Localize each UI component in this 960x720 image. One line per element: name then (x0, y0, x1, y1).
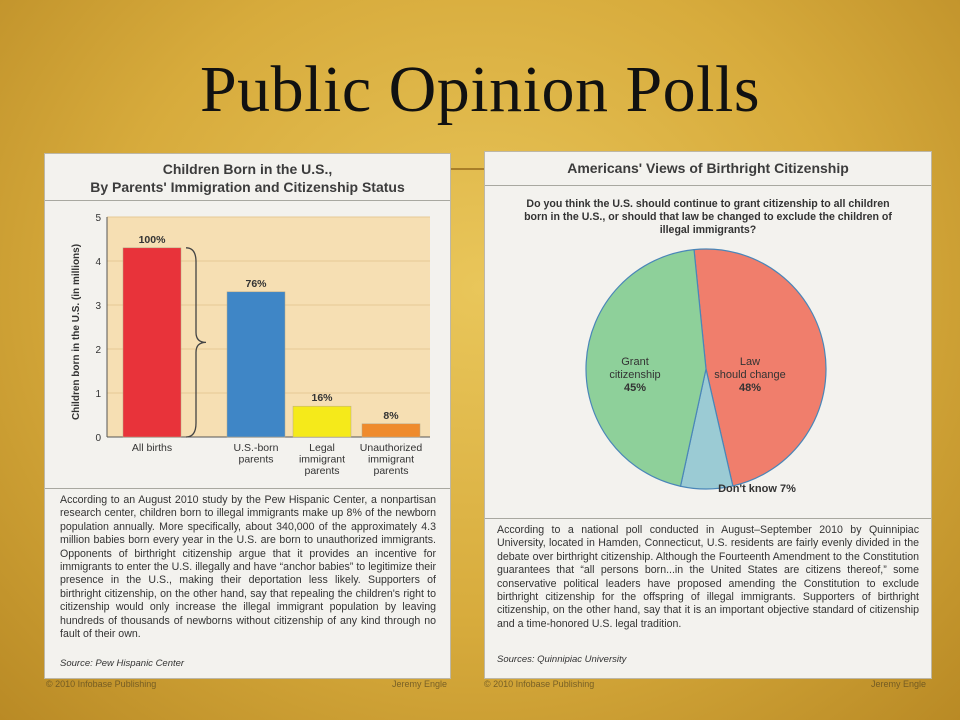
y-tick-label: 2 (95, 345, 101, 356)
pie-slice-label: citizenship (609, 369, 660, 381)
left-footer-author: Jeremy Engle (392, 679, 448, 689)
right-chart-panel: Americans' Views of Birthright Citizensh… (484, 151, 932, 679)
bar-value-label: 100% (139, 234, 167, 246)
title-divider (485, 185, 931, 186)
y-tick-label: 3 (95, 301, 101, 312)
x-tick-label: immigrant (299, 454, 345, 466)
pie-slice-percent: 48% (739, 382, 761, 394)
y-tick-label: 0 (95, 433, 101, 444)
y-tick-label: 4 (95, 257, 101, 268)
left-panel-title-line1: Children Born in the U.S., (162, 161, 333, 177)
bar (361, 423, 421, 438)
pie-slice-label: should change (714, 369, 786, 381)
left-panel-title-line2: By Parents' Immigration and Citizenship … (90, 179, 405, 195)
title-divider (45, 200, 450, 201)
x-tick-label: Legal (309, 442, 335, 454)
x-tick-label: All births (132, 442, 172, 454)
x-tick-label: parents (304, 465, 339, 477)
pie-slice-label: Law (740, 356, 760, 368)
pie-slice-label: Grant (621, 356, 649, 368)
y-tick-label: 5 (95, 213, 101, 224)
x-tick-label: U.S.-born (234, 442, 279, 454)
x-tick-label: parents (373, 465, 408, 477)
slide-title: Public Opinion Polls (199, 53, 761, 126)
chart-divider (45, 488, 450, 489)
right-panel-title: Americans' Views of Birthright Citizensh… (567, 160, 849, 176)
bar-value-label: 76% (245, 278, 267, 290)
pie-slice (693, 248, 827, 487)
right-footer-author: Jeremy Engle (871, 679, 927, 689)
left-footer-publisher: © 2010 Infobase Publishing (46, 679, 157, 689)
left-chart-panel: Children Born in the U.S., By Parents' I… (44, 153, 451, 679)
bar (292, 405, 352, 438)
y-tick-label: 1 (95, 389, 101, 400)
x-tick-label: immigrant (368, 454, 414, 466)
x-tick-label: Unauthorized (360, 442, 423, 454)
right-footer-publisher: © 2010 Infobase Publishing (484, 679, 595, 689)
pie-slice (585, 248, 707, 487)
right-source: Sources: Quinnipiac University (497, 654, 627, 665)
bar-chart: 0 1 2 3 4 5 Children born in the U.S. (in mill… (71, 213, 430, 477)
x-tick-label: parents (238, 454, 273, 466)
decorative-line (448, 168, 508, 170)
bar-value-label: 16% (311, 392, 333, 404)
y-axis-label: Children born in the U.S. (in millions) (71, 244, 82, 420)
left-source: Source: Pew Hispanic Center (60, 658, 185, 669)
pie-slice-label: Don't know 7% (718, 483, 796, 495)
brace (185, 247, 207, 438)
pie-slice-percent: 45% (624, 382, 646, 394)
poll-question: Do you think the U.S. should continue to… (524, 198, 892, 236)
chart-divider (485, 518, 931, 519)
right-body-text: According to a national poll conducted i… (497, 524, 919, 630)
bar-value-label: 8% (383, 410, 399, 422)
bar (122, 247, 182, 438)
bar (226, 291, 286, 438)
left-body-text: According to an August 2010 study by the… (60, 494, 436, 641)
